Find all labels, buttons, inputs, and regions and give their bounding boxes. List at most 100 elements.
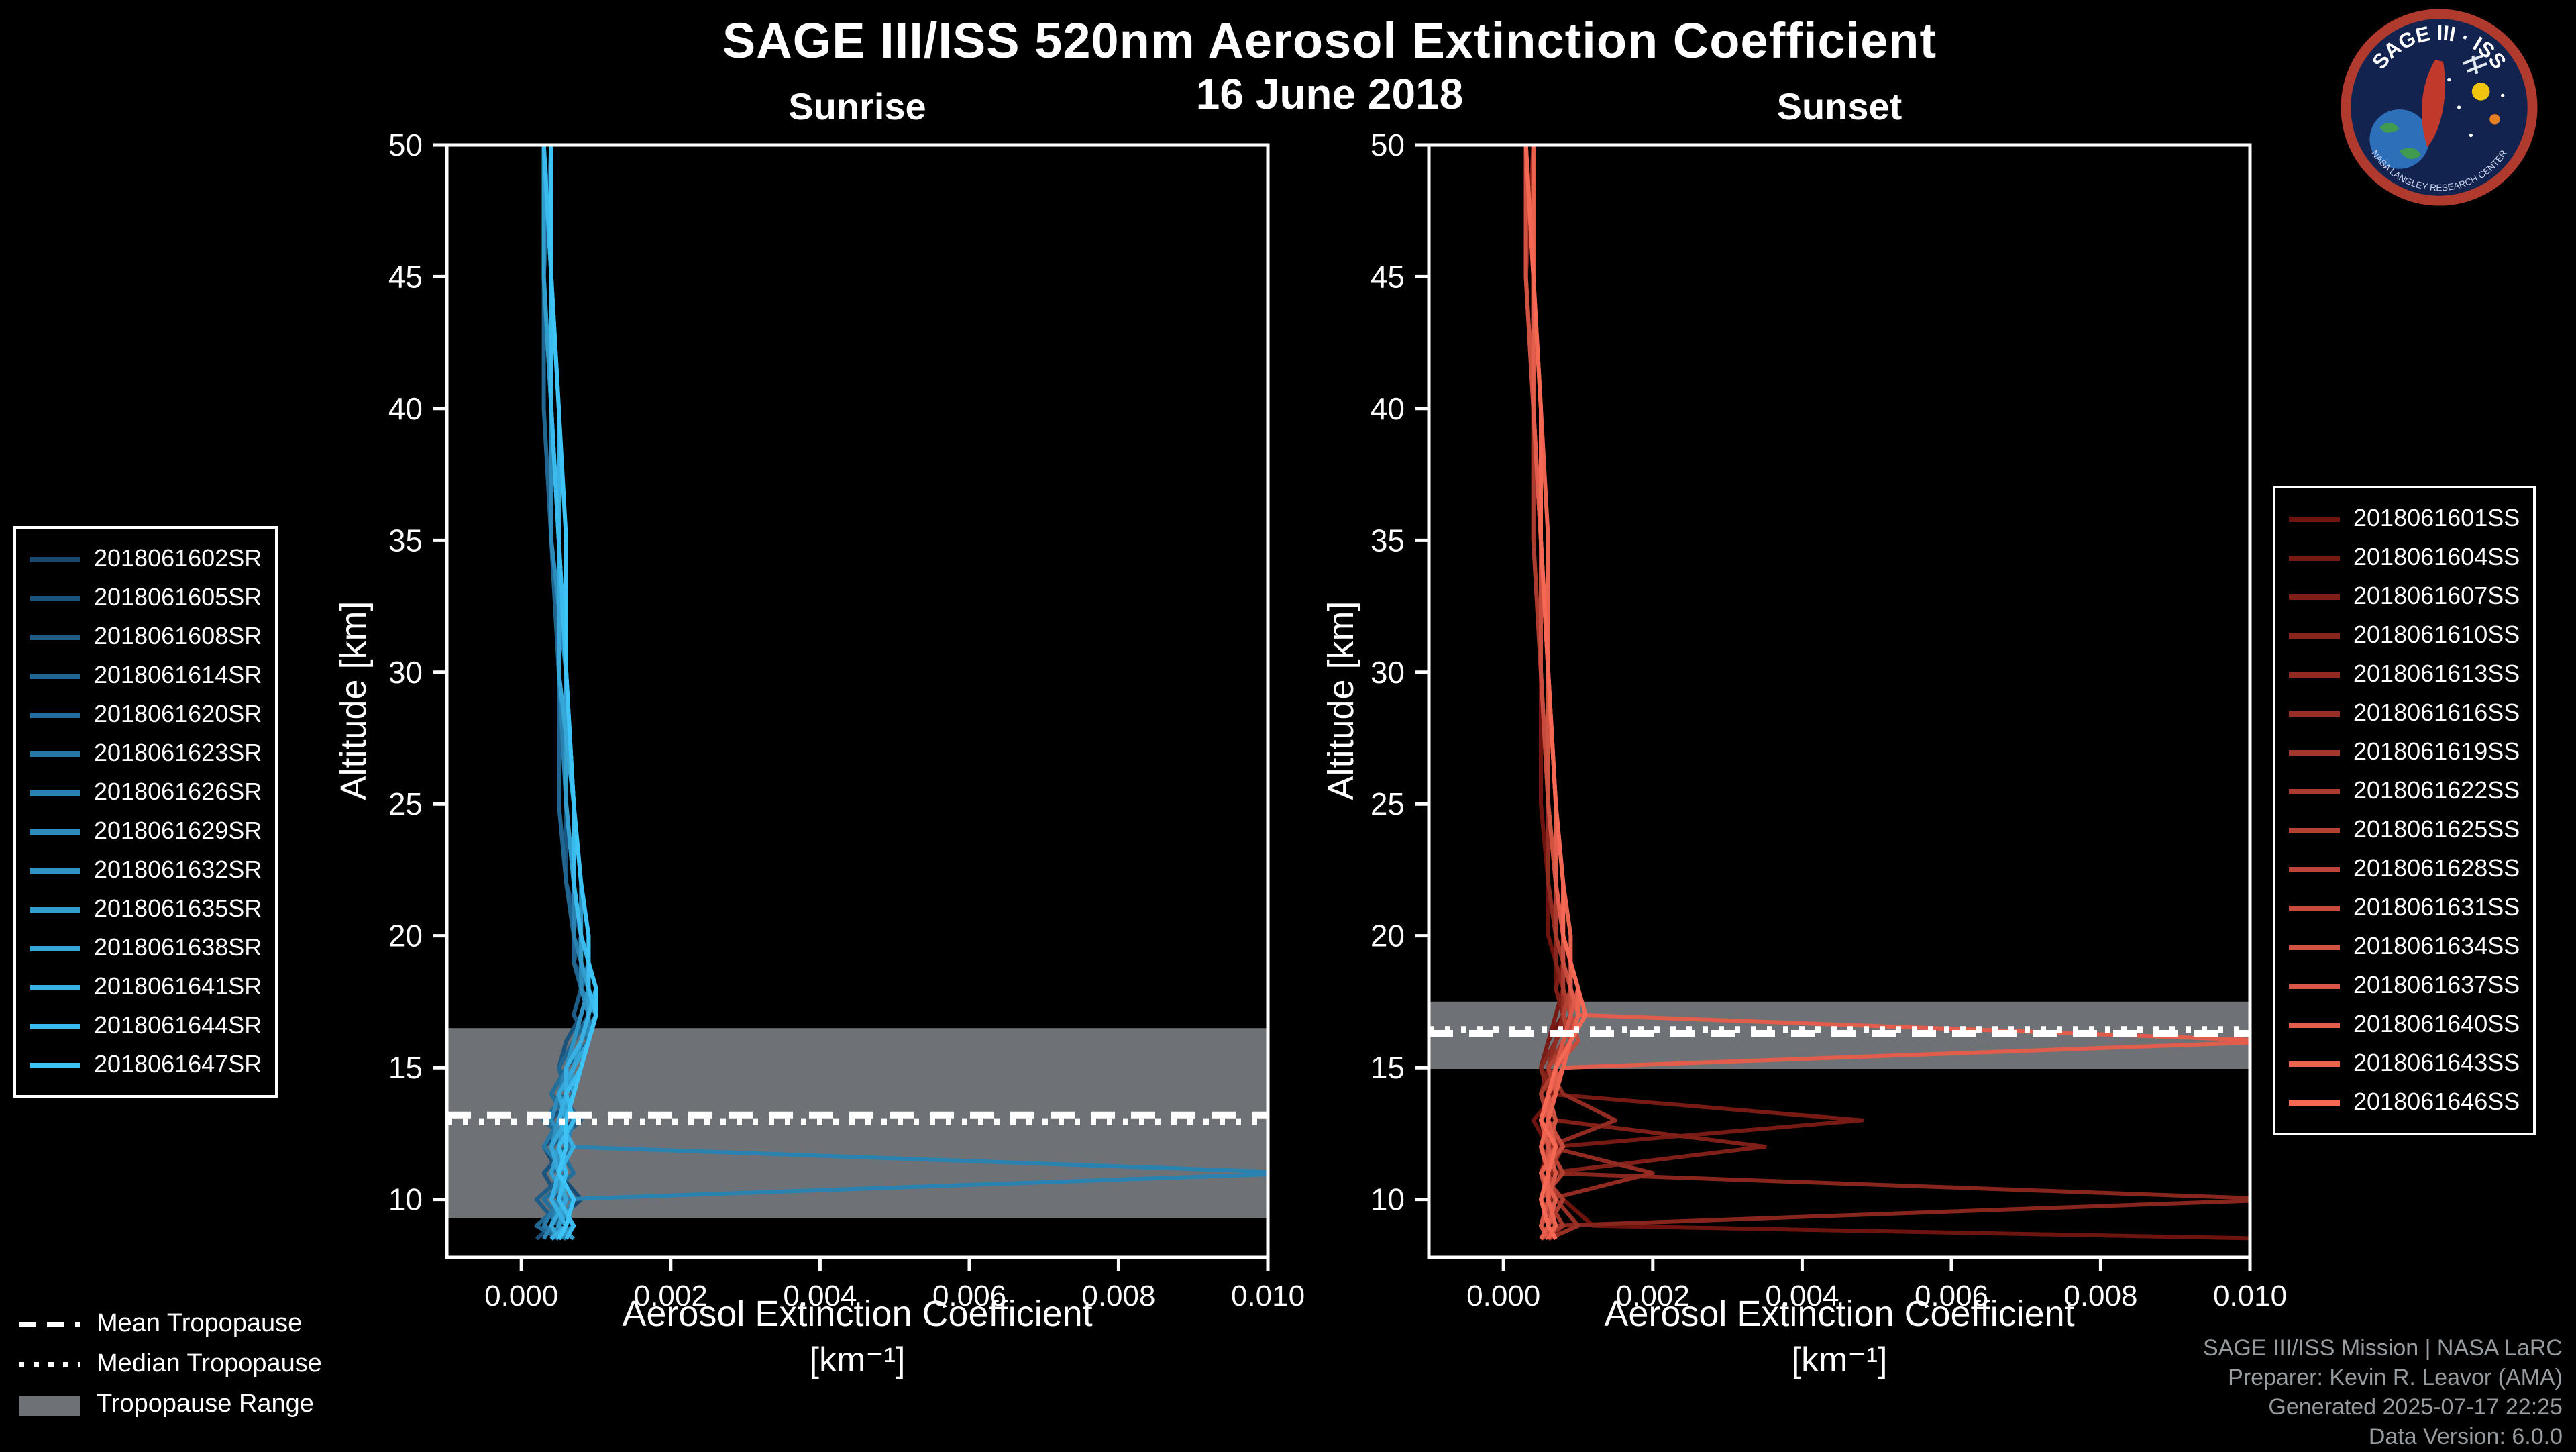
legend-line-swatch xyxy=(2289,1061,2340,1066)
legend-line-swatch xyxy=(2289,711,2340,716)
legend-line-swatch xyxy=(2289,555,2340,560)
legend-item: 2018061623SR xyxy=(30,734,262,773)
median-tropopause-legend-item: Median Tropopause xyxy=(19,1345,322,1385)
legend-line-swatch xyxy=(2289,749,2340,755)
sunset-x-axis-unit: [km⁻¹] xyxy=(1791,1339,1888,1380)
legend-item: 2018061641SR xyxy=(30,968,262,1006)
x-tick-label: 0.004 xyxy=(783,1280,857,1312)
legend-label: 2018061605SR xyxy=(94,584,262,611)
legend-line-swatch xyxy=(2289,672,2340,677)
legend-line-swatch xyxy=(30,751,80,756)
legend-line-swatch xyxy=(2289,1100,2340,1105)
x-tick-label: 0.000 xyxy=(1466,1280,1540,1312)
legend-label: 2018061601SS xyxy=(2353,505,2520,531)
legend-label: 2018061628SS xyxy=(2353,855,2520,882)
legend-item: 2018061608SR xyxy=(30,617,262,656)
legend-label: 2018061643SS xyxy=(2353,1049,2520,1076)
sunset-x-axis-label: Aerosol Extinction Coefficient xyxy=(1604,1294,2075,1334)
y-tick-label: 50 xyxy=(1371,127,1405,162)
mean-tropopause-label: Mean Tropopause xyxy=(97,1310,303,1338)
credit-preparer: Preparer: Kevin R. Leavor (AMA) xyxy=(2228,1365,2563,1390)
legend-label: 2018061623SR xyxy=(94,739,262,766)
y-tick-label: 20 xyxy=(1371,919,1405,953)
tropopause-range-label: Tropopause Range xyxy=(97,1390,314,1418)
sunrise-legend: 2018061602SR 2018061605SR 2018061608SR 2018… xyxy=(13,526,278,1098)
x-tick-label: 0.008 xyxy=(1081,1280,1155,1312)
logo-sun xyxy=(2471,83,2490,101)
legend-line-swatch xyxy=(2289,1022,2340,1027)
x-tick-label: 0.004 xyxy=(1765,1280,1839,1312)
legend-line-swatch xyxy=(2289,516,2340,521)
legend-item: 2018061647SR xyxy=(30,1045,262,1084)
sunrise-x-axis-unit: [km⁻¹] xyxy=(809,1339,906,1380)
mean-tropopause-legend-item: Mean Tropopause xyxy=(19,1304,322,1345)
legend-line-swatch xyxy=(2289,788,2340,794)
legend-line-swatch xyxy=(30,712,80,717)
x-tick-label: 0.000 xyxy=(484,1280,558,1312)
legend-label: 2018061647SR xyxy=(94,1051,262,1078)
legend-line-swatch xyxy=(2289,983,2340,988)
y-tick-label: 20 xyxy=(388,919,423,953)
y-tick-label: 40 xyxy=(1371,391,1405,426)
profile-line xyxy=(1523,145,1588,1240)
legend-line-swatch xyxy=(2289,594,2340,599)
legend-item: 2018061634SS xyxy=(2289,927,2520,966)
legend-label: 2018061638SR xyxy=(94,934,262,961)
legend-label: 2018061620SR xyxy=(94,701,262,727)
y-tick-label: 45 xyxy=(388,259,423,294)
legend-item: 2018061602SR xyxy=(30,539,262,578)
legend-item: 2018061629SR xyxy=(30,812,262,851)
legend-label: 2018061641SR xyxy=(94,973,262,1000)
legend-item: 2018061622SS xyxy=(2289,772,2520,811)
legend-item: 2018061601SS xyxy=(2289,499,2520,538)
legend-line-swatch xyxy=(30,673,80,678)
sunrise-panel-title: Sunrise xyxy=(788,86,926,127)
legend-line-swatch xyxy=(30,1023,80,1029)
y-tick-label: 10 xyxy=(388,1182,423,1217)
legend-label: 2018061604SS xyxy=(2353,543,2520,570)
logo-earth-land xyxy=(2379,122,2422,160)
page-title: SAGE III/ISS 520nm Aerosol Extinction Co… xyxy=(722,13,1937,68)
y-tick-label: 15 xyxy=(1371,1050,1405,1085)
legend-label: 2018061635SR xyxy=(94,895,262,922)
legend-label: 2018061637SS xyxy=(2353,972,2520,998)
legend-item: 2018061643SS xyxy=(2289,1044,2520,1083)
legend-label: 2018061631SS xyxy=(2353,894,2520,921)
y-tick-label: 10 xyxy=(1371,1182,1405,1217)
legend-label: 2018061607SS xyxy=(2353,582,2520,609)
median-tropopause-label: Median Tropopause xyxy=(97,1350,322,1378)
legend-label: 2018061644SR xyxy=(94,1012,262,1039)
profile-line xyxy=(541,145,598,1240)
credits-block: SAGE III/ISS Mission | NASA LaRC Prepare… xyxy=(2203,1334,2563,1452)
x-tick-label: 0.010 xyxy=(2213,1280,2287,1312)
gray-band-swatch xyxy=(19,1395,80,1415)
legend-item: 2018061632SR xyxy=(30,851,262,890)
credit-data-version: Data Version: 6.0.0 xyxy=(2368,1424,2563,1449)
legend-label: 2018061632SR xyxy=(94,856,262,883)
legend-label: 2018061626SR xyxy=(94,778,262,805)
legend-line-swatch xyxy=(30,829,80,834)
y-tick-label: 30 xyxy=(388,655,423,690)
legend-line-swatch xyxy=(30,945,80,951)
legend-line-swatch xyxy=(30,556,80,562)
x-tick-label: 0.008 xyxy=(2063,1280,2137,1312)
x-tick-label: 0.006 xyxy=(932,1280,1006,1312)
legend-label: 2018061614SR xyxy=(94,662,262,688)
legend-line-swatch xyxy=(2289,944,2340,949)
legend-label: 2018061634SS xyxy=(2353,933,2520,960)
legend-line-swatch xyxy=(2289,827,2340,833)
legend-item: 2018061631SS xyxy=(2289,888,2520,927)
legend-label: 2018061629SR xyxy=(94,817,262,844)
profile-line xyxy=(1531,145,1580,1240)
legend-label: 2018061622SS xyxy=(2353,777,2520,804)
dotted-line-swatch xyxy=(19,1362,80,1367)
legend-line-swatch xyxy=(2289,633,2340,638)
logo-planet xyxy=(2489,114,2500,125)
profile-line xyxy=(1523,145,2250,1241)
y-tick-label: 50 xyxy=(388,127,423,162)
legend-item: 2018061644SR xyxy=(30,1006,262,1045)
legend-line-swatch xyxy=(30,984,80,990)
tropopause-range-legend-item: Tropopause Range xyxy=(19,1385,322,1425)
y-tick-label: 35 xyxy=(1371,523,1405,558)
